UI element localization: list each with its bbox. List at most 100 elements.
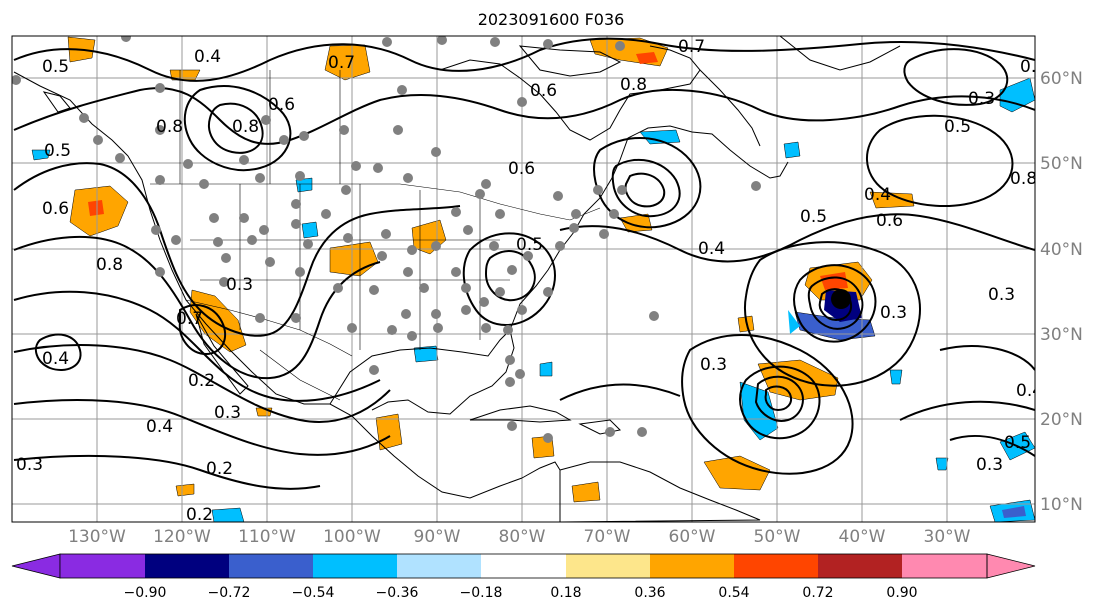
lon-label-110w: 110°W xyxy=(238,527,296,547)
station-marker xyxy=(605,427,615,437)
patch-red xyxy=(820,272,848,290)
patch-cyan xyxy=(539,361,553,377)
colorbar-tick: 0.90 xyxy=(886,585,917,601)
contour-label: 0.4 xyxy=(1020,57,1047,77)
patch-red xyxy=(636,52,658,64)
coastline-cuba xyxy=(469,405,572,423)
station-marker xyxy=(261,115,271,125)
map-frame xyxy=(11,35,1036,523)
station-marker xyxy=(517,97,527,107)
coastline-hispaniola xyxy=(578,419,622,435)
colorbar-extend-high xyxy=(986,553,1036,579)
contour-line xyxy=(13,162,461,337)
patch-red xyxy=(88,200,104,216)
patch-cyan xyxy=(889,369,903,385)
contour-label: 0.7 xyxy=(678,37,705,57)
contour-label: 0.3 xyxy=(16,455,43,475)
lon-label-60w: 60°W xyxy=(669,527,716,547)
lon-label-90w: 90°W xyxy=(414,527,461,547)
station-marker xyxy=(451,207,461,217)
station-marker xyxy=(451,267,461,277)
station-marker xyxy=(615,41,625,51)
station-marker xyxy=(79,113,89,123)
station-marker xyxy=(543,39,553,49)
station-marker xyxy=(209,213,219,223)
contour-label: 0.8 xyxy=(1010,169,1037,189)
colorbar-frame xyxy=(59,553,988,579)
station-marker xyxy=(555,241,565,251)
contour-line xyxy=(208,102,264,154)
station-marker xyxy=(341,185,351,195)
stations xyxy=(12,36,761,443)
lon-label-120w: 120°W xyxy=(153,527,211,547)
station-marker xyxy=(431,241,441,251)
station-marker xyxy=(515,369,525,379)
contour-line xyxy=(34,333,82,371)
station-marker xyxy=(369,365,379,375)
coastlines xyxy=(13,36,901,522)
border-us-mexico xyxy=(185,299,353,357)
colorbar-bin xyxy=(60,554,145,578)
station-marker xyxy=(475,189,485,199)
contour-label: 0.7 xyxy=(328,53,355,73)
station-marker xyxy=(255,173,265,183)
station-marker xyxy=(219,277,229,287)
station-marker xyxy=(523,251,533,261)
station-marker xyxy=(339,125,349,135)
contour-line xyxy=(681,334,854,475)
station-marker xyxy=(431,147,441,157)
station-marker xyxy=(637,427,647,437)
station-marker xyxy=(479,297,489,307)
lon-label-130w: 130°W xyxy=(68,527,126,547)
lon-label-50w: 50°W xyxy=(754,527,801,547)
station-marker xyxy=(507,421,517,431)
contour-line xyxy=(183,85,292,172)
colorbar-bin xyxy=(145,554,229,578)
station-marker xyxy=(151,225,161,235)
colorbar-tick: −0.18 xyxy=(460,585,503,601)
lat-label-50n: 50°N xyxy=(1040,154,1083,174)
station-marker xyxy=(517,305,527,315)
station-marker xyxy=(279,135,289,145)
station-marker xyxy=(407,331,417,341)
station-marker xyxy=(373,163,383,173)
contour-line xyxy=(903,48,1009,106)
contour-line xyxy=(13,87,1035,145)
station-marker xyxy=(431,309,441,319)
colorbar-tick: −0.54 xyxy=(292,585,335,601)
colorbar-bin xyxy=(902,554,987,578)
patch-orange xyxy=(571,481,601,503)
station-marker xyxy=(505,355,515,365)
contour-line xyxy=(899,400,1035,421)
colorbar-bin xyxy=(650,554,734,578)
contour-labels: 0.7 0.8 0.6 0.7 0.8 0.6 0.5 0.4 0.6 0.8 … xyxy=(16,37,1047,522)
station-marker xyxy=(381,229,391,239)
colorbar-extend-low xyxy=(11,553,61,579)
contour-line xyxy=(484,250,536,302)
map-background xyxy=(12,36,1035,522)
contour-label: 0.2 xyxy=(206,459,233,479)
contour-label: 0.8 xyxy=(96,255,123,275)
colorbar-bin xyxy=(397,554,481,578)
patch-cyan xyxy=(301,221,319,239)
colorbar-bin xyxy=(734,554,818,578)
colorbar-bin xyxy=(481,554,566,578)
contour-line xyxy=(739,365,821,440)
lat-label-60n: 60°N xyxy=(1040,69,1083,89)
station-marker xyxy=(419,283,429,293)
contour-label: 0.3 xyxy=(988,285,1015,305)
station-marker xyxy=(393,125,403,135)
colorbar-tick: 0.36 xyxy=(634,585,665,601)
station-marker xyxy=(265,257,275,267)
patch-cyan xyxy=(935,457,949,471)
contour-line xyxy=(611,158,681,218)
contour-line xyxy=(764,385,792,412)
map-title: 2023091600 F036 xyxy=(477,10,625,29)
graticule xyxy=(12,36,1035,522)
station-marker xyxy=(155,267,165,277)
lat-label-10n: 10°N xyxy=(1040,495,1083,515)
lon-label-40w: 40°W xyxy=(839,527,886,547)
contour-line xyxy=(13,344,391,423)
contour-label: 0.2 xyxy=(188,371,215,391)
contour-label: 0.3 xyxy=(700,355,727,375)
